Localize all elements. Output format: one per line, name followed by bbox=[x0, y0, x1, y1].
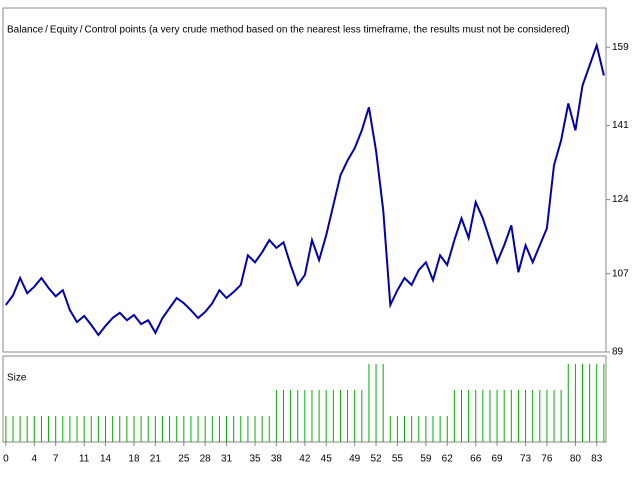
legend-item: Balance bbox=[7, 25, 44, 36]
panel-title: Size bbox=[7, 373, 27, 384]
main-frame bbox=[2, 7, 607, 353]
x-tick-label: 18 bbox=[128, 454, 140, 465]
x-tick-label: 66 bbox=[470, 454, 482, 465]
x-tick-label: 21 bbox=[150, 454, 162, 465]
x-tick-label: 76 bbox=[541, 454, 553, 465]
x-tick-label: 38 bbox=[271, 454, 283, 465]
x-tick-label: 11 bbox=[79, 454, 90, 465]
x-tick-label: 52 bbox=[370, 454, 382, 465]
balance-line bbox=[4, 41, 605, 337]
y-tick-label: 89 bbox=[612, 347, 624, 358]
x-tick-label: 42 bbox=[299, 454, 311, 465]
x-tick-label: 69 bbox=[492, 454, 504, 465]
x-tick-label: 0 bbox=[3, 454, 9, 465]
legend-separator: / bbox=[80, 25, 83, 36]
x-tick-label: 83 bbox=[591, 454, 603, 465]
x-tick-label: 25 bbox=[178, 454, 190, 465]
x-tick-label: 59 bbox=[420, 454, 432, 465]
x-tick-label: 80 bbox=[570, 454, 582, 465]
y-tick-label: 159 bbox=[612, 42, 629, 53]
x-tick-label: 55 bbox=[392, 454, 404, 465]
x-tick-label: 45 bbox=[321, 454, 333, 465]
legend-item: Equity bbox=[50, 25, 78, 36]
y-tick-label: 124 bbox=[612, 194, 629, 205]
x-tick-label: 7 bbox=[53, 454, 59, 465]
x-tick-label: 4 bbox=[32, 454, 38, 465]
x-tick-label: 14 bbox=[100, 454, 112, 465]
x-tick-label: 31 bbox=[221, 454, 233, 465]
y-tick-label: 107 bbox=[612, 268, 629, 279]
x-tick-label: 49 bbox=[349, 454, 361, 465]
x-tick-label: 62 bbox=[442, 454, 454, 465]
x-tick-label: 35 bbox=[249, 454, 261, 465]
legend-separator: / bbox=[45, 25, 48, 36]
y-tick-label: 141 bbox=[612, 120, 629, 131]
x-tick-label: 28 bbox=[200, 454, 212, 465]
legend-item: Control points (a very crude method base… bbox=[85, 25, 570, 36]
x-tick-label: 73 bbox=[520, 454, 532, 465]
